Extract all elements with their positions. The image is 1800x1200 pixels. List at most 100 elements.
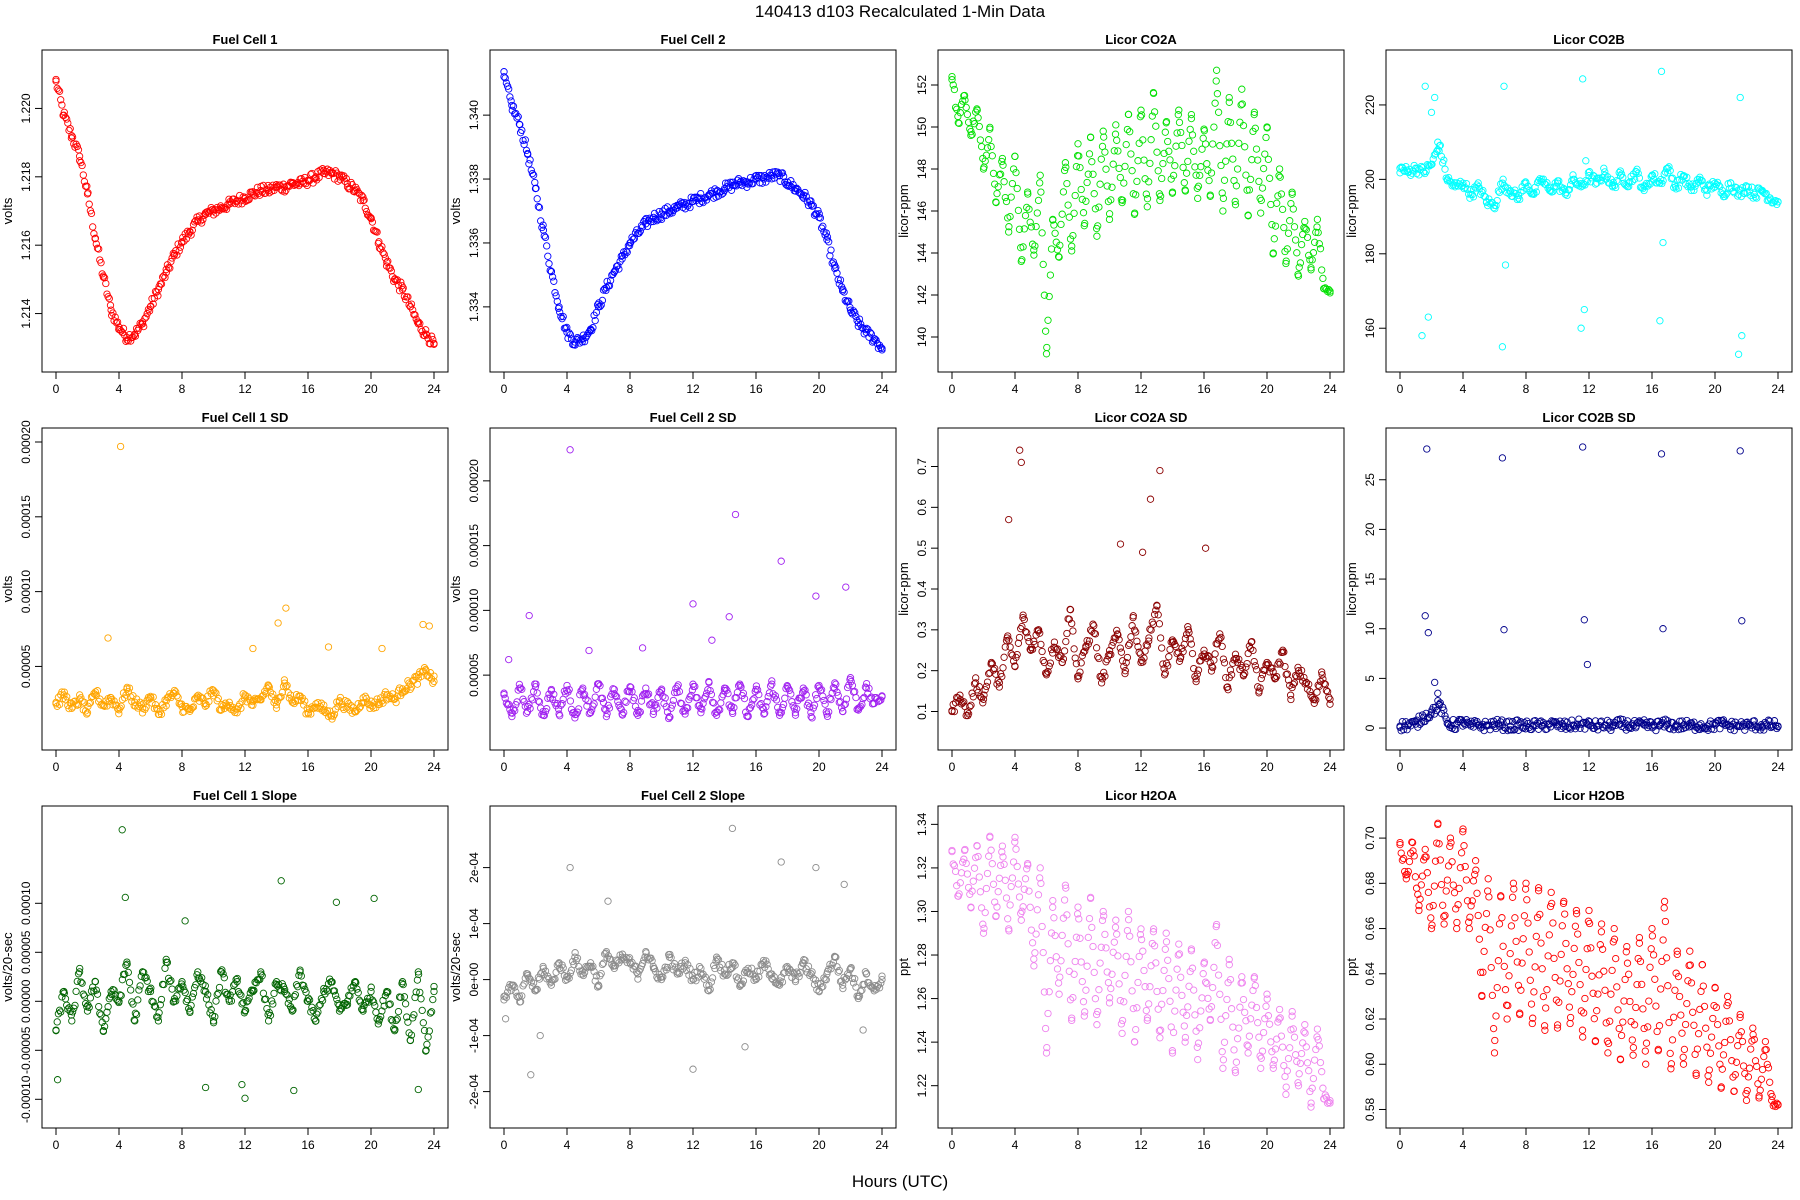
data-point [1198,145,1206,153]
data-point [198,219,206,227]
data-point [1569,721,1577,729]
data-point [1248,637,1256,646]
x-tick-label: 12 [1134,1138,1148,1152]
data-point [1134,978,1142,987]
data-point [1506,949,1514,958]
data-point [380,250,388,258]
y-tick-label: 1.336 [467,228,481,258]
data-point [781,694,789,702]
data-point [161,273,169,282]
data-point [1513,958,1521,966]
data-point [1262,133,1270,142]
data-point [1127,633,1135,641]
y-tick-label: 0.68 [1363,871,1377,895]
data-point [994,183,1002,191]
data-point [1294,1082,1303,1090]
data-point [1313,215,1322,224]
data-point [1139,947,1147,955]
outlier-point [812,863,820,872]
data-point [1725,1017,1734,1025]
data-point [1503,1015,1511,1023]
data-point [1053,965,1062,973]
outlier-point [1418,332,1426,340]
x-tick-label: 16 [301,1138,315,1152]
data-point [993,189,1001,198]
data-point [1318,671,1326,679]
data-point [1268,220,1276,229]
data-point [951,103,960,112]
data-point [1058,658,1066,667]
data-point [1181,634,1190,643]
y-tick-label: 1.26 [915,987,929,1011]
outlier-point [840,880,848,889]
data-point [1104,197,1113,206]
data-point [1487,963,1495,972]
data-point [350,188,359,196]
data-point [1577,183,1585,191]
data-point [317,699,326,707]
data-point [785,686,794,694]
data-point [1168,638,1177,646]
data-point [1679,171,1688,180]
data-point [1156,192,1165,200]
data-point [1703,722,1711,730]
data-point [1522,722,1530,730]
data-point [1683,999,1691,1008]
data-point [579,335,587,343]
data-point [1011,662,1019,671]
data-point [1303,1059,1312,1067]
data-point [407,1031,416,1039]
x-tick-label: 4 [1012,760,1019,774]
data-point [168,985,176,993]
data-point [60,987,68,996]
data-point [1705,1078,1713,1086]
data-point [1009,657,1018,665]
data-point [1054,252,1063,261]
data-point [1482,722,1491,730]
data-point [787,690,795,698]
data-point [1122,658,1130,667]
data-point [1639,1005,1647,1013]
data-point [1226,118,1235,127]
data-point [1398,717,1407,726]
data-point [1241,1008,1249,1017]
data-point [956,691,964,699]
data-point [1229,1023,1237,1031]
data-point [1589,989,1597,997]
data-point [752,682,761,690]
data-point [960,698,968,706]
data-point [147,984,155,992]
y-tick-label: 2e-04 [467,852,481,883]
data-point [1005,223,1013,231]
data-point [777,973,785,981]
data-point [97,259,105,267]
data-point [525,974,533,982]
data-point [1498,179,1507,187]
data-point [1425,903,1434,911]
data-point [166,977,174,986]
y-tick-label: 160 [1363,318,1377,338]
data-point [1405,857,1414,866]
data-point [1299,1039,1307,1047]
data-point [1491,1036,1499,1045]
data-point [333,995,341,1003]
data-point [1040,291,1049,299]
data-point [272,978,281,986]
data-point [360,196,368,204]
data-point [1273,672,1281,681]
data-point [1275,1015,1283,1023]
data-point [1448,858,1456,866]
x-tick-label: 4 [1460,382,1467,396]
data-point [1081,1008,1089,1016]
data-point [1665,1018,1673,1027]
data-point [1014,880,1023,888]
data-point [1116,996,1124,1005]
data-point [1622,726,1630,734]
x-tick-label: 20 [1708,760,1722,774]
data-point [1278,205,1287,214]
data-point [249,190,257,198]
data-point [668,962,676,970]
data-point [131,330,139,338]
data-point [726,965,734,973]
data-point [269,690,277,698]
